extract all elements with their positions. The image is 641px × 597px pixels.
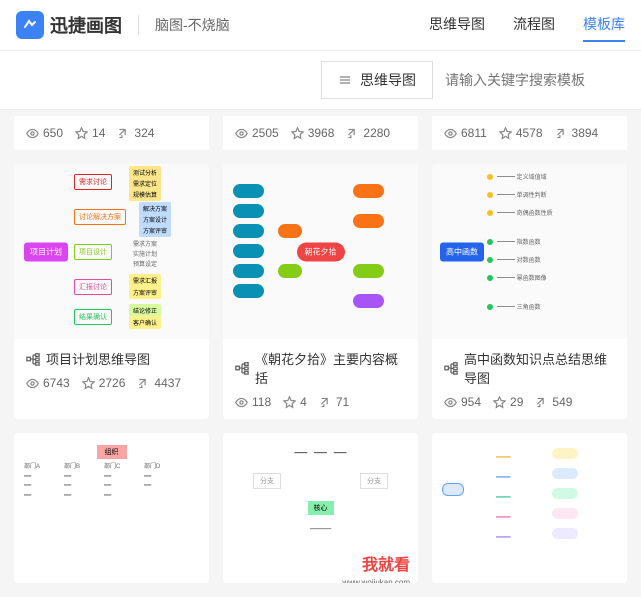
logo[interactable]: 迅捷画图 (16, 11, 122, 39)
watermark-url: www.wojiukan.com (342, 578, 410, 583)
watermark: 我就看 (362, 551, 410, 575)
search-input[interactable] (445, 64, 625, 96)
stat-card-1: 2505 3968 2280 (223, 116, 418, 150)
header: 迅捷画图 脑图-不烧脑 思维导图 流程图 模板库 (0, 0, 641, 51)
card-title: 《朝花夕拾》主要内容概括 (255, 349, 406, 387)
nav-flowchart[interactable]: 流程图 (513, 8, 555, 42)
template-card-2[interactable]: 高中函数 ━━━ 定义域值域 ━━━ 单调性判断 ━━━ 奇偶函数性质 ━━━ … (432, 164, 627, 419)
stat-card-2: 6811 4578 3894 (432, 116, 627, 150)
mindmap-icon (235, 361, 249, 375)
card-title-row: 项目计划思维导图 (14, 339, 209, 372)
divider (138, 15, 139, 35)
nav-templates[interactable]: 模板库 (583, 8, 625, 42)
stars: 14 (75, 126, 105, 140)
category-dropdown[interactable]: 思维导图 (321, 61, 433, 99)
menu-icon (338, 73, 352, 87)
stat-card-0: 650 14 324 (14, 116, 209, 150)
subbar: 思维导图 (0, 51, 641, 110)
template-card-5[interactable]: ━━━━ ━━━━ ━━━━ ━━━━ ━━━━ (432, 433, 627, 583)
template-card-1[interactable]: 朝花夕拾 《朝花夕拾》主要内容概括 (223, 164, 418, 419)
top-stats-row: 650 14 324 2505 3968 2280 6811 4578 3894 (0, 116, 641, 150)
card-title: 高中函数知识点总结思维导图 (464, 349, 615, 387)
card-title-row: 高中函数知识点总结思维导图 (432, 339, 627, 391)
card-stats: 954 29 549 (432, 391, 627, 419)
card-stats: 118 4 71 (223, 391, 418, 419)
nav: 思维导图 流程图 模板库 (429, 8, 625, 42)
thumbnail: 朝花夕拾 (223, 164, 418, 339)
logo-text: 迅捷画图 (50, 12, 122, 38)
thumbnail: ━━━━ ━━━━ ━━━━ ━━━━ ━━━━ (432, 433, 627, 583)
mindmap-icon (444, 361, 458, 375)
template-card-0[interactable]: 项目计划 需求讨论 测试分析 需求定位 规模估算 讨论解决方案 解决方案 方案设… (14, 164, 209, 419)
nav-mindmap[interactable]: 思维导图 (429, 8, 485, 42)
logo-icon (16, 11, 44, 39)
card-title: 项目计划思维导图 (46, 349, 150, 368)
thumbnail: 高中函数 ━━━ 定义域值域 ━━━ 单调性判断 ━━━ 奇偶函数性质 ━━━ … (432, 164, 627, 339)
template-card-3[interactable]: 组织 部门A━━━━━━ 部门B━━━━━━ 部门C━━━━━━ 部门D━━━━ (14, 433, 209, 583)
card-stats: 6743 2726 4437 (14, 372, 209, 400)
thumbnail: ━━━ ━━━ ━━━ 分支 分支 核心 ━━━━━ 我就看 www.wojiu… (223, 433, 418, 583)
thumbnail: 项目计划 需求讨论 测试分析 需求定位 规模估算 讨论解决方案 解决方案 方案设… (14, 164, 209, 339)
card-title-row: 《朝花夕拾》主要内容概括 (223, 339, 418, 391)
category-label: 思维导图 (360, 70, 416, 90)
views: 650 (26, 126, 63, 140)
forks: 324 (117, 126, 154, 140)
template-grid: 项目计划 需求讨论 测试分析 需求定位 规模估算 讨论解决方案 解决方案 方案设… (0, 150, 641, 597)
mindmap-icon (26, 352, 40, 366)
slogan: 脑图-不烧脑 (155, 15, 230, 35)
thumbnail: 组织 部门A━━━━━━ 部门B━━━━━━ 部门C━━━━━━ 部门D━━━━ (14, 433, 209, 583)
template-card-4[interactable]: ━━━ ━━━ ━━━ 分支 分支 核心 ━━━━━ 我就看 www.wojiu… (223, 433, 418, 583)
